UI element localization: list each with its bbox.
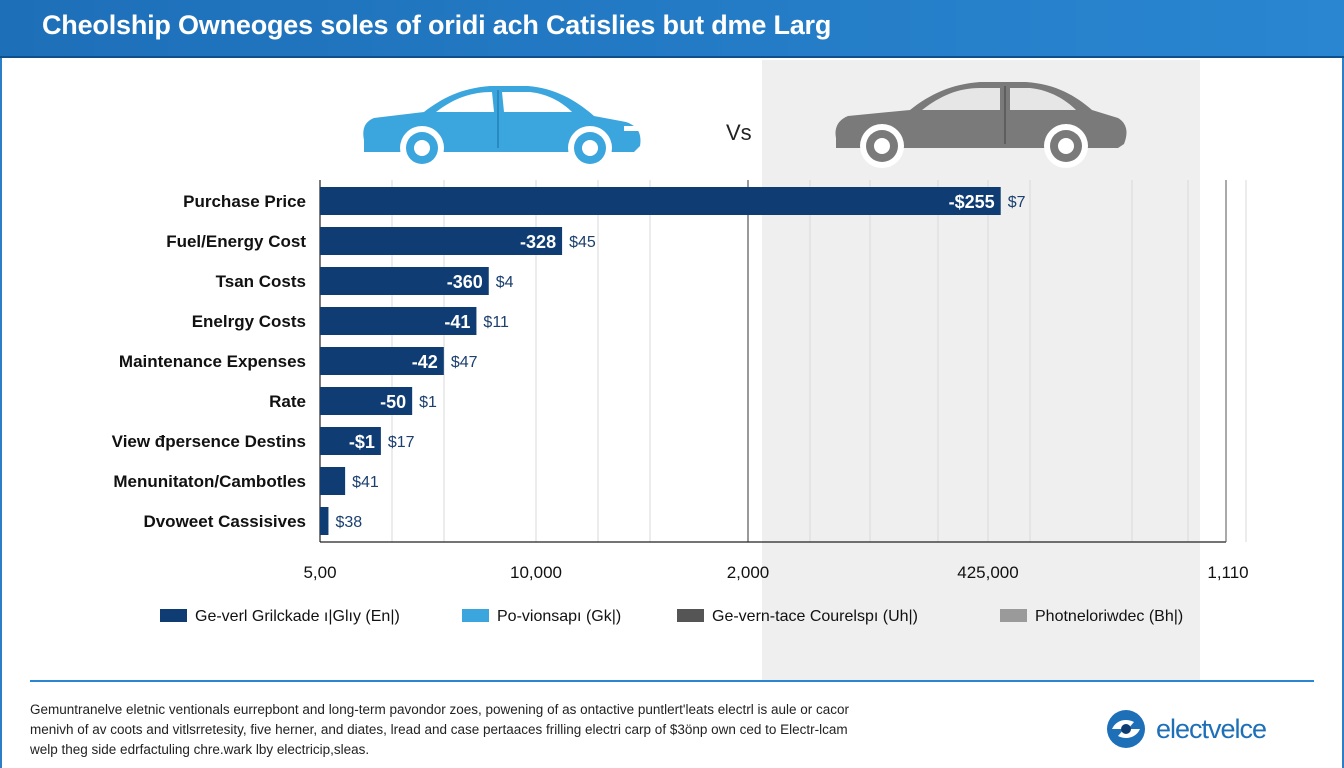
category-label: Tsan Costs <box>216 272 306 291</box>
legend-swatch <box>677 608 704 622</box>
x-tick-label: 5,00 <box>303 563 336 582</box>
legend-label: Ge-vern-tace Courelspı (Uh|) <box>712 608 918 625</box>
bar <box>320 267 489 295</box>
footer-divider <box>30 680 1314 682</box>
bar-value-label: -50 <box>380 392 406 412</box>
bar <box>320 347 444 375</box>
legend-item: Ge-vern-tace Courelspı (Uh|) <box>677 608 918 626</box>
versus-label: Vs <box>726 120 752 145</box>
bar-secondary-label: $1 <box>419 394 437 411</box>
bar-secondary-label: $17 <box>388 434 415 451</box>
brand-name: electvelce <box>1156 714 1267 744</box>
footnote-line: Gemuntranelve eletnic ventionals eurrepb… <box>30 702 850 717</box>
legend-swatch <box>1000 608 1027 622</box>
footnote-line: menivh of av coots and vitlsrretesity, f… <box>30 722 848 737</box>
car-side-icon <box>835 82 1127 168</box>
frame-border-left <box>0 58 2 768</box>
bar-secondary-label: $7 <box>1008 194 1026 211</box>
category-label: View đpersence Destins <box>112 432 306 451</box>
bar <box>320 507 329 535</box>
legend-swatch <box>160 608 187 622</box>
x-tick-label: 1,110 <box>1207 563 1248 582</box>
header-bar: Cheolship Owneoges soles of oridi ach Ca… <box>0 0 1344 58</box>
legend-label: Photneloriwdec (Bh|) <box>1035 608 1184 625</box>
category-label: Fuel/Energy Cost <box>166 232 306 251</box>
bar <box>320 227 563 255</box>
bar-secondary-label: $45 <box>569 234 596 251</box>
x-tick-label: 425,000 <box>957 563 1018 582</box>
x-tick-label: 10,000 <box>510 563 562 582</box>
shaded-comparison-region <box>762 60 1200 680</box>
legend-item: Photneloriwdec (Bh|) <box>1000 608 1183 626</box>
bar-value-label: -41 <box>444 312 470 332</box>
category-label: Maintenance Expenses <box>119 352 306 371</box>
car-side-icon <box>363 86 641 170</box>
category-label: Enelrgy Costs <box>192 312 306 331</box>
legend-item: Po-vionsapı (Gk|) <box>462 608 621 626</box>
bar-secondary-label: $4 <box>496 274 514 291</box>
bar <box>320 467 346 495</box>
bar-secondary-label: $47 <box>451 354 478 371</box>
brand-logo-icon <box>1107 710 1145 748</box>
bar-secondary-label: $41 <box>352 474 379 491</box>
category-label: Menunitaton/Cambotles <box>113 472 306 491</box>
x-tick-label: 2,000 <box>727 563 770 582</box>
bar-chart: Purchase Price -$255 $7 Fuel/Energy Cost -32… <box>112 180 1249 582</box>
bar-value-label: -360 <box>447 272 483 292</box>
legend-swatch <box>462 608 489 622</box>
category-label: Dvoweet Cassisives <box>143 512 306 531</box>
bar <box>320 387 413 415</box>
bar-secondary-label: $38 <box>335 514 362 531</box>
bar-secondary-label: $11 <box>483 314 509 331</box>
bar <box>320 187 1001 215</box>
bar-value-label: -328 <box>520 232 556 252</box>
legend-label: Po-vionsapı (Gk|) <box>497 608 622 625</box>
legend-label: Ge-verl Grilckade ı|Glıy (En|) <box>195 608 400 625</box>
bar-value-label: -$1 <box>349 432 375 452</box>
bar <box>320 427 381 455</box>
bar <box>320 307 477 335</box>
page-title: Cheolship Owneoges soles of oridi ach Ca… <box>42 10 832 40</box>
bar-value-label: -42 <box>412 352 438 372</box>
frame-border-right <box>1342 58 1344 768</box>
bar-value-label: -$255 <box>949 192 995 212</box>
category-label: Purchase Price <box>183 192 306 211</box>
legend-item: Ge-verl Grilckade ı|Glıy (En|) <box>160 608 400 626</box>
footnote-text: Gemuntranelve eletnic ventionals eurrepb… <box>30 700 970 760</box>
footnote-line: welp theg side edrfactuling chre.wark lb… <box>30 742 370 757</box>
category-label: Rate <box>269 392 306 411</box>
